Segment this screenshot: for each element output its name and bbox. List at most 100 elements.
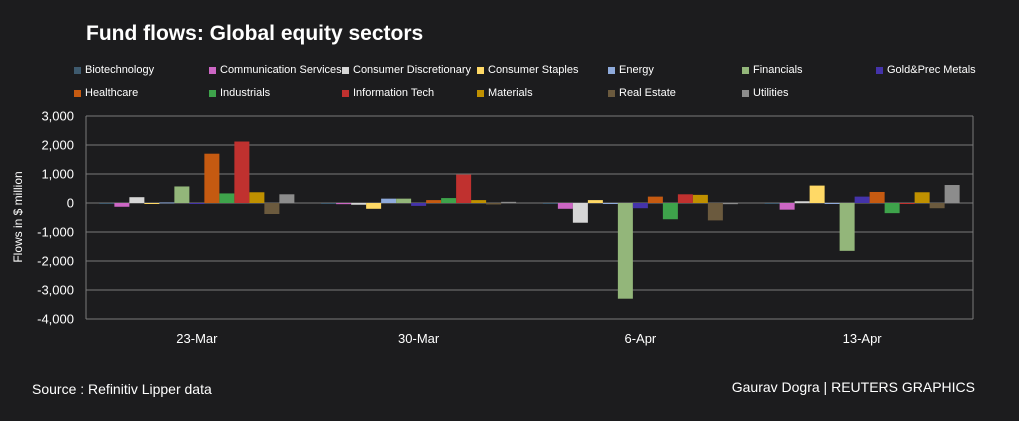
- source-note: Source : Refinitiv Lipper data: [32, 381, 212, 397]
- bar: [647, 196, 663, 203]
- bar: [809, 185, 825, 203]
- y-tick-label: 2,000: [41, 138, 74, 153]
- legend-swatch: [342, 89, 349, 97]
- bar: [159, 202, 175, 204]
- bar: [692, 194, 708, 203]
- y-tick-label: 1,000: [41, 167, 74, 182]
- bar: [884, 203, 900, 214]
- bar: [677, 194, 693, 203]
- x-tick-label: 30-Mar: [398, 331, 440, 346]
- bar: [764, 203, 780, 204]
- chart-title: Fund flows: Global equity sectors: [86, 22, 424, 45]
- bar: [617, 203, 633, 299]
- x-tick-label: 6-Apr: [624, 331, 656, 346]
- x-tick-label: 13-Apr: [843, 331, 883, 346]
- bar: [336, 203, 352, 205]
- legend-item: Gold&Prec Metals: [876, 61, 976, 79]
- bar: [501, 201, 517, 203]
- bar: [572, 203, 588, 223]
- x-axis-tick-labels: 23-Mar 30-Mar 6-Apr 13-Apr: [176, 331, 882, 346]
- bar: [279, 194, 295, 203]
- bar: [396, 198, 412, 203]
- chart-legend: Biotechnology Communication Services Consu…: [70, 61, 1010, 107]
- bar: [411, 203, 427, 206]
- y-tick-label: -2,000: [37, 254, 74, 269]
- bar: [486, 203, 502, 205]
- bars: [99, 141, 960, 299]
- legend-label: Biotechnology: [85, 64, 155, 76]
- bar: [456, 174, 472, 203]
- legend-item: Financials: [742, 61, 803, 79]
- legend-swatch: [742, 66, 749, 74]
- legend-label: Utilities: [753, 87, 789, 99]
- legend-item: Materials: [477, 84, 533, 102]
- legend-label: Materials: [488, 87, 533, 99]
- legend-swatch: [608, 66, 615, 74]
- bar: [914, 192, 930, 203]
- bar: [779, 203, 795, 210]
- bar: [351, 203, 367, 205]
- y-tick-label: -1,000: [37, 225, 74, 240]
- legend-swatch: [876, 66, 883, 74]
- legend-label: Industrials: [220, 87, 271, 99]
- legend-item: Energy: [608, 61, 654, 79]
- credit-note: Gaurav Dogra | REUTERS GRAPHICS: [731, 379, 975, 395]
- legend-swatch: [477, 89, 484, 97]
- bar: [899, 203, 915, 204]
- bar: [662, 203, 678, 220]
- bar: [129, 197, 145, 203]
- legend-item: Industrials: [209, 84, 270, 102]
- legend-label: Gold&Prec Metals: [887, 64, 976, 76]
- legend-swatch: [742, 89, 749, 97]
- bar: [839, 203, 855, 251]
- bar: [557, 203, 573, 209]
- legend-label: Energy: [619, 64, 654, 76]
- legend-swatch: [209, 89, 216, 97]
- y-tick-label: 0: [67, 196, 74, 211]
- bar: [204, 153, 220, 203]
- bar: [234, 141, 250, 203]
- legend-swatch: [74, 89, 81, 97]
- bar: [944, 185, 960, 203]
- bar: [144, 203, 160, 204]
- legend-label: Consumer Staples: [488, 64, 579, 76]
- legend-item: Information Tech: [342, 84, 434, 102]
- x-tick-label: 23-Mar: [176, 331, 218, 346]
- y-axis-tick-labels: 3,000 2,000 1,000 0 -1,000 -2,000 -3,000 -4,000: [37, 109, 74, 327]
- bar: [587, 200, 603, 203]
- bar: [929, 203, 945, 209]
- legend-item: Healthcare: [74, 84, 138, 102]
- bar: [114, 203, 130, 207]
- bar: [366, 203, 382, 209]
- legend-swatch: [477, 66, 484, 74]
- legend-swatch: [342, 66, 349, 74]
- bar: [321, 203, 337, 204]
- legend-label: Communication Services: [220, 64, 342, 76]
- legend-label: Healthcare: [85, 87, 139, 99]
- bar: [602, 203, 618, 204]
- bar: [264, 203, 280, 215]
- legend-item: Biotechnology: [74, 61, 154, 79]
- bar: [707, 203, 723, 221]
- bar: [249, 192, 265, 203]
- legend-label: Consumer Discretionary: [353, 64, 471, 76]
- y-axis-label: Flows in $ million: [11, 171, 25, 262]
- legend-item: Communication Services: [209, 61, 342, 79]
- legend-item: Utilities: [742, 84, 788, 102]
- bar: [632, 203, 648, 209]
- bar: [381, 198, 397, 203]
- bar: [219, 193, 235, 203]
- bar: [854, 196, 870, 203]
- bar: [99, 203, 115, 204]
- bar: [722, 203, 738, 205]
- bar: [869, 191, 885, 203]
- bar: [542, 203, 558, 204]
- legend-swatch: [74, 66, 81, 74]
- bar: [824, 203, 840, 204]
- legend-item: Real Estate: [608, 84, 676, 102]
- legend-swatch: [608, 89, 615, 97]
- legend-label: Financials: [753, 64, 803, 76]
- legend-item: Consumer Discretionary: [342, 61, 471, 79]
- y-tick-label: -3,000: [37, 283, 74, 298]
